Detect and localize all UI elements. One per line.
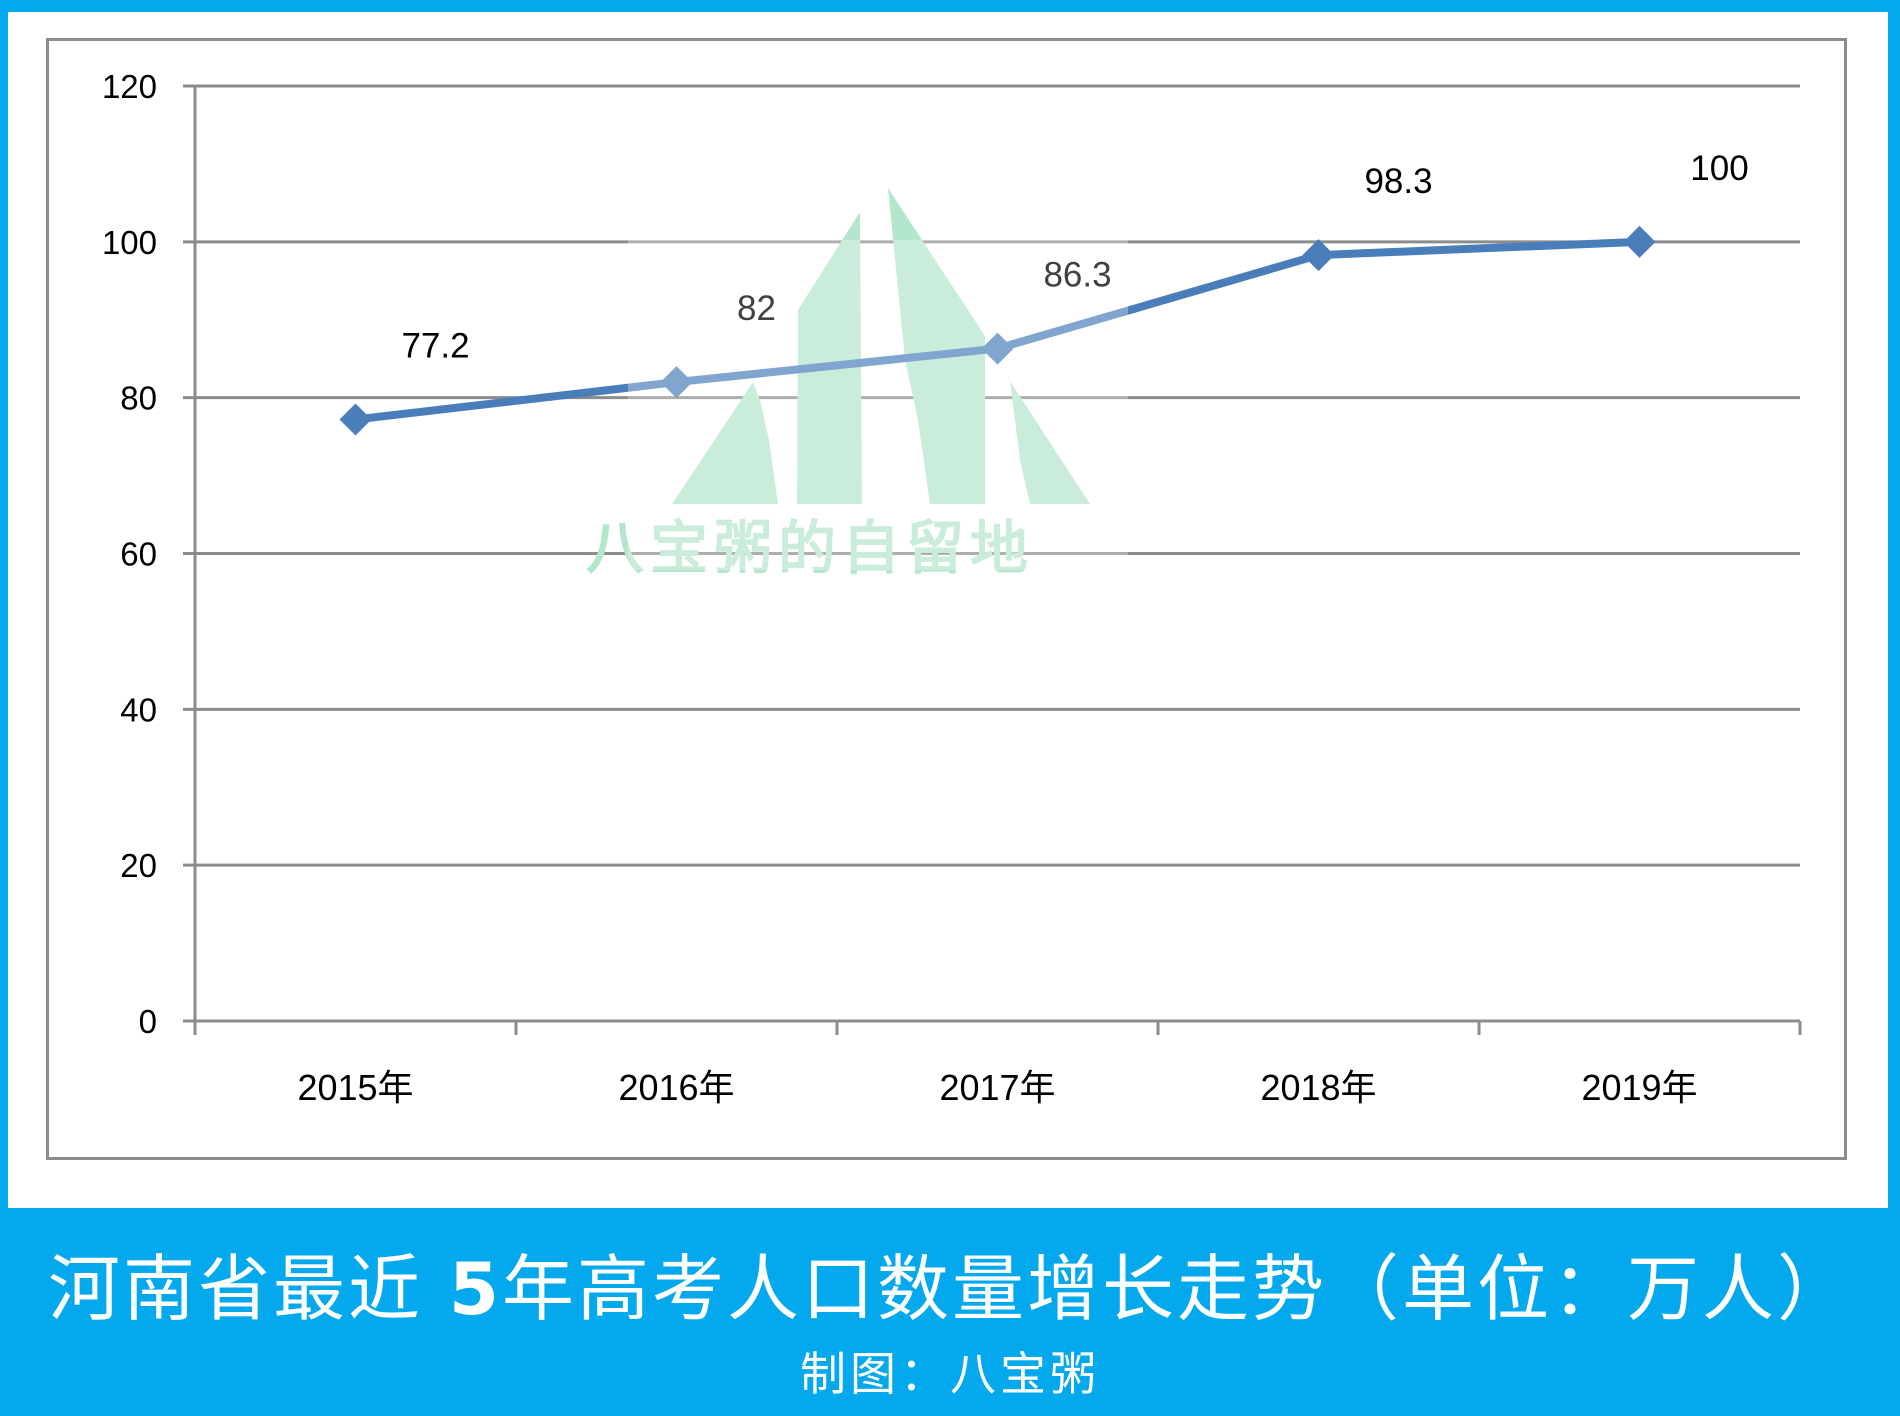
series-line — [339, 225, 1656, 570]
data-label: 98.3 — [1364, 162, 1432, 201]
watermark-text: 八宝粥的自留地 — [586, 514, 1034, 582]
diamond-marker-icon — [981, 332, 1014, 365]
title-part: 年高考人口数量增长走势（单位：万人） — [501, 1247, 1852, 1331]
y-tick-label: 120 — [102, 68, 157, 105]
title-number: 5 — [448, 1247, 502, 1331]
y-tick-label: 40 — [120, 691, 157, 728]
title-part: 河南省最近 — [47, 1247, 449, 1331]
y-tick-label: 100 — [102, 224, 157, 261]
gridlines — [183, 84, 1800, 1023]
y-tick-label: 0 — [139, 1003, 157, 1040]
diamond-marker-icon — [1623, 225, 1656, 258]
line-chart: 0 20 40 60 80 100 120 2015年 2016年 2017年 2018年 2019… — [102, 68, 1802, 1108]
x-tick-label: 2017年 — [939, 1067, 1055, 1108]
y-tick-label: 60 — [120, 536, 157, 573]
diamond-marker-icon — [660, 366, 693, 399]
x-tick-label: 2015年 — [297, 1067, 413, 1108]
data-label: 77.2 — [401, 326, 469, 365]
title-bar: 河南省最近 5年高考人口数量增长走势（单位：万人） 制图：八宝粥 — [0, 1208, 1900, 1416]
data-label: 82 — [737, 289, 776, 328]
chart-subtitle: 制图：八宝粥 — [800, 1347, 1100, 1401]
watermark-backdrop — [628, 240, 1128, 570]
chart-frame — [46, 38, 1847, 1160]
x-tick-label: 2016年 — [618, 1067, 734, 1108]
y-axis: 0 20 40 60 80 100 120 — [102, 68, 197, 1040]
watermark-logo-icon: 八宝粥的自留地 — [586, 188, 1090, 582]
y-tick-label: 20 — [120, 847, 157, 884]
chart-canvas — [8, 12, 1888, 1208]
x-tick-label: 2018年 — [1260, 1067, 1376, 1108]
x-tick-label: 2019年 — [1581, 1067, 1697, 1108]
data-labels: 77.2 82 86.3 98.3 100 — [401, 149, 1748, 366]
chart-title: 河南省最近 5年高考人口数量增长走势（单位：万人） — [0, 1230, 1900, 1335]
y-tick-label: 80 — [120, 380, 157, 417]
data-label: 100 — [1690, 149, 1748, 188]
x-axis: 2015年 2016年 2017年 2018年 2019年 — [193, 1021, 1802, 1108]
diamond-marker-icon — [1302, 239, 1335, 272]
data-label: 86.3 — [1043, 256, 1111, 295]
diamond-marker-icon — [339, 403, 372, 436]
